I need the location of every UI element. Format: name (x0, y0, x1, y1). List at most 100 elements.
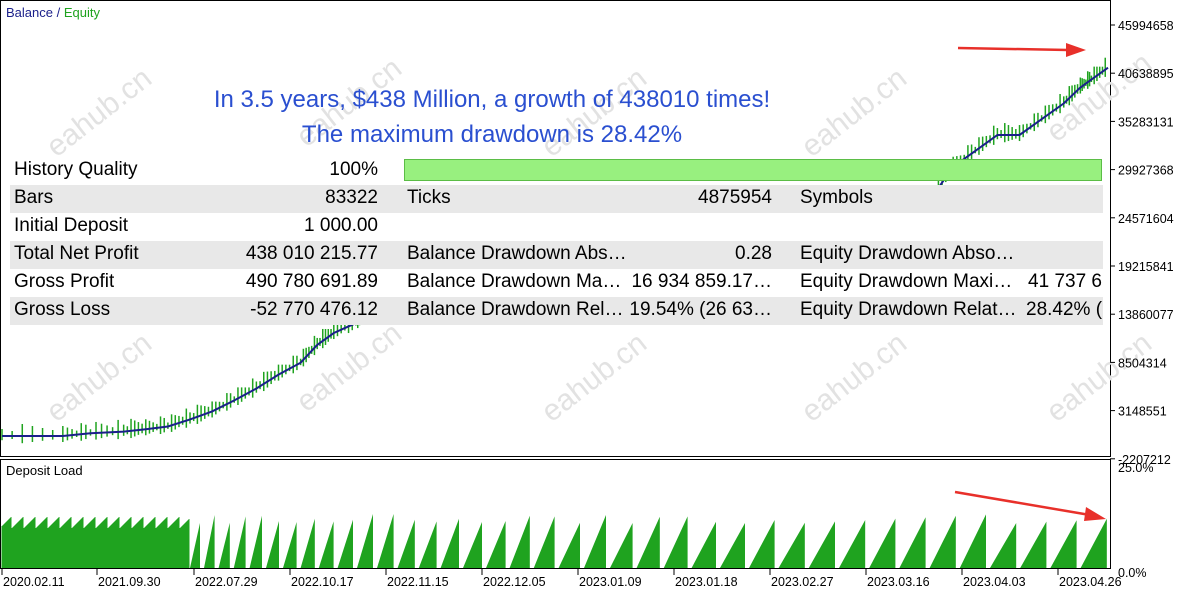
deposit-load-peak (266, 521, 279, 568)
date-x-axis: 2020.02.11 2021.09.30 2022.07.29 2022.10.17… (1, 569, 1122, 589)
deposit-load-peak (869, 518, 896, 568)
stats-row-bars: Bars 83322 Ticks 4875954 Symbols (10, 185, 1103, 213)
chart-legend: Balance / Equity (6, 5, 100, 20)
deposit-load-peak (663, 516, 688, 568)
balance-line-right (930, 66, 1109, 199)
gross-loss-value: -52 770 476.12 (250, 299, 378, 320)
deposit-load-peak (318, 521, 334, 568)
deposit-load-peak (1020, 521, 1047, 568)
deposit-load-peak (899, 517, 926, 568)
y-tick-label: 3148551 (1118, 405, 1167, 419)
y-tick-label: 8504314 (1118, 356, 1167, 370)
deposit-load-peak (397, 519, 415, 568)
x-tick-label: 2023.01.18 (675, 575, 738, 589)
balance-dd-abs-value: 0.28 (735, 243, 772, 264)
statistics-table: History Quality 100% Bars 83322 Ticks 48… (10, 157, 1103, 325)
history-quality-value: 100% (329, 159, 378, 180)
y-tick-label: 19215841 (1118, 260, 1174, 274)
deposit-load-peak (720, 523, 745, 568)
deposit-load-peak (283, 522, 297, 568)
gross-profit-value: 490 780 691.89 (245, 271, 378, 292)
ticks-label: Ticks (407, 187, 451, 208)
balance-dd-max-value: 16 934 859.17… (631, 271, 772, 292)
deposit-load-peak (808, 521, 835, 568)
deposit-load-peak (509, 515, 530, 568)
y-tick-label: 40638895 (1118, 67, 1174, 81)
bars-label: Bars (14, 187, 54, 208)
balance-line-left (2, 312, 368, 437)
x-tick-label: 2022.07.29 (195, 575, 258, 589)
stats-row-initial-deposit: Initial Deposit 1 000.00 (10, 213, 1103, 241)
deposit-load-peak (533, 516, 555, 568)
total-net-profit-label: Total Net Profit (14, 243, 139, 264)
x-tick-label: 2022.12.05 (483, 575, 546, 589)
history-quality-bar (404, 159, 1102, 181)
stats-row-gross-profit: Gross Profit 490 780 691.89 Balance Draw… (10, 269, 1103, 297)
initial-deposit-value: 1 000.00 (304, 215, 378, 236)
deposit-load-bars (1, 514, 1107, 568)
y-tick-label: 29927368 (1118, 164, 1174, 178)
deposit-load-peak (486, 521, 506, 568)
gross-profit-label: Gross Profit (14, 271, 115, 292)
symbols-label: Symbols (800, 187, 873, 208)
deposit-load-peak (218, 522, 230, 568)
ticks-value: 4875954 (698, 187, 772, 208)
deposit-load-peak (1080, 518, 1107, 568)
bars-value: 83322 (325, 187, 378, 208)
y-tick-label: 13860077 (1118, 308, 1174, 322)
deposit-load-peak (418, 521, 437, 568)
stats-row-history-quality: History Quality 100% (10, 157, 1103, 185)
deposit-load-peak (337, 519, 353, 568)
deposit-load-peak (959, 514, 986, 568)
deposit-load-peak (778, 522, 805, 568)
x-tick-label: 2023.03.16 (867, 575, 930, 589)
equity-dd-max-label: Equity Drawdown Maxi… (800, 271, 1013, 292)
arrow-bottom (954, 490, 1106, 521)
deposit-load-peak (584, 515, 606, 568)
balance-dd-abs-label: Balance Drawdown Abs… (407, 243, 625, 264)
history-quality-label: History Quality (14, 159, 138, 180)
deposit-load-peak (558, 522, 580, 568)
annotation-line-2: The maximum drawdown is 28.42% (302, 121, 682, 148)
gross-loss-label: Gross Loss (14, 299, 111, 320)
legend-separator: / (53, 5, 64, 20)
stats-row-gross-loss: Gross Loss -52 770 476.12 Balance Drawdo… (10, 297, 1103, 325)
deposit-load-peak (190, 523, 200, 568)
deposit-load-peak (839, 520, 866, 568)
main-y-axis: 45994658 40638895 35283131 29927368 24571604… (1110, 19, 1174, 467)
deposit-y-axis: 25.0% 0.0% (1118, 461, 1153, 580)
arrow-top (957, 43, 1086, 57)
x-tick-label: 2022.11.15 (387, 575, 449, 589)
deposit-load-peak (1050, 520, 1077, 568)
x-tick-label: 2023.04.03 (963, 575, 1026, 589)
deposit-load-peak (691, 521, 716, 568)
stats-row-net-profit: Total Net Profit 438 010 215.77 Balance … (10, 241, 1103, 269)
x-tick-label: 2023.04.26 (1059, 575, 1122, 589)
deposit-load-peak (463, 522, 482, 568)
annotation-line-1: In 3.5 years, $438 Million, a growth of … (214, 86, 770, 113)
total-net-profit-value: 438 010 215.77 (245, 243, 378, 264)
y-tick-label: 45994658 (1118, 19, 1174, 33)
equity-dd-abs-label: Equity Drawdown Abso… (800, 243, 1015, 264)
equity-dd-max-value: 41 737 6 (1028, 271, 1102, 292)
deposit-load-peak (636, 516, 660, 568)
legend-balance: Balance (6, 5, 53, 20)
x-tick-label: 2022.10.17 (291, 575, 354, 589)
deposit-load-peak (204, 515, 215, 568)
deposit-load-peak (440, 518, 459, 568)
deposit-load-peak (300, 518, 315, 568)
deposit-load-peak (249, 515, 262, 568)
balance-dd-rel-label: Balance Drawdown Rel… (407, 299, 624, 320)
y-tick-label: 24571604 (1118, 212, 1174, 226)
y-tick-label: -2207212 (1118, 453, 1171, 467)
deposit-load-peak (610, 523, 633, 568)
deposit-load-peak (357, 514, 373, 568)
initial-deposit-label: Initial Deposit (14, 215, 129, 236)
deposit-load-title: Deposit Load (6, 463, 83, 478)
legend-equity: Equity (64, 5, 101, 20)
deposit-y-tick-label: 0.0% (1118, 566, 1147, 580)
x-tick-label: 2023.02.27 (771, 575, 834, 589)
equity-dd-rel-value: 28.42% ( (1026, 299, 1102, 320)
balance-dd-rel-value: 19.54% (26 63… (629, 299, 772, 320)
